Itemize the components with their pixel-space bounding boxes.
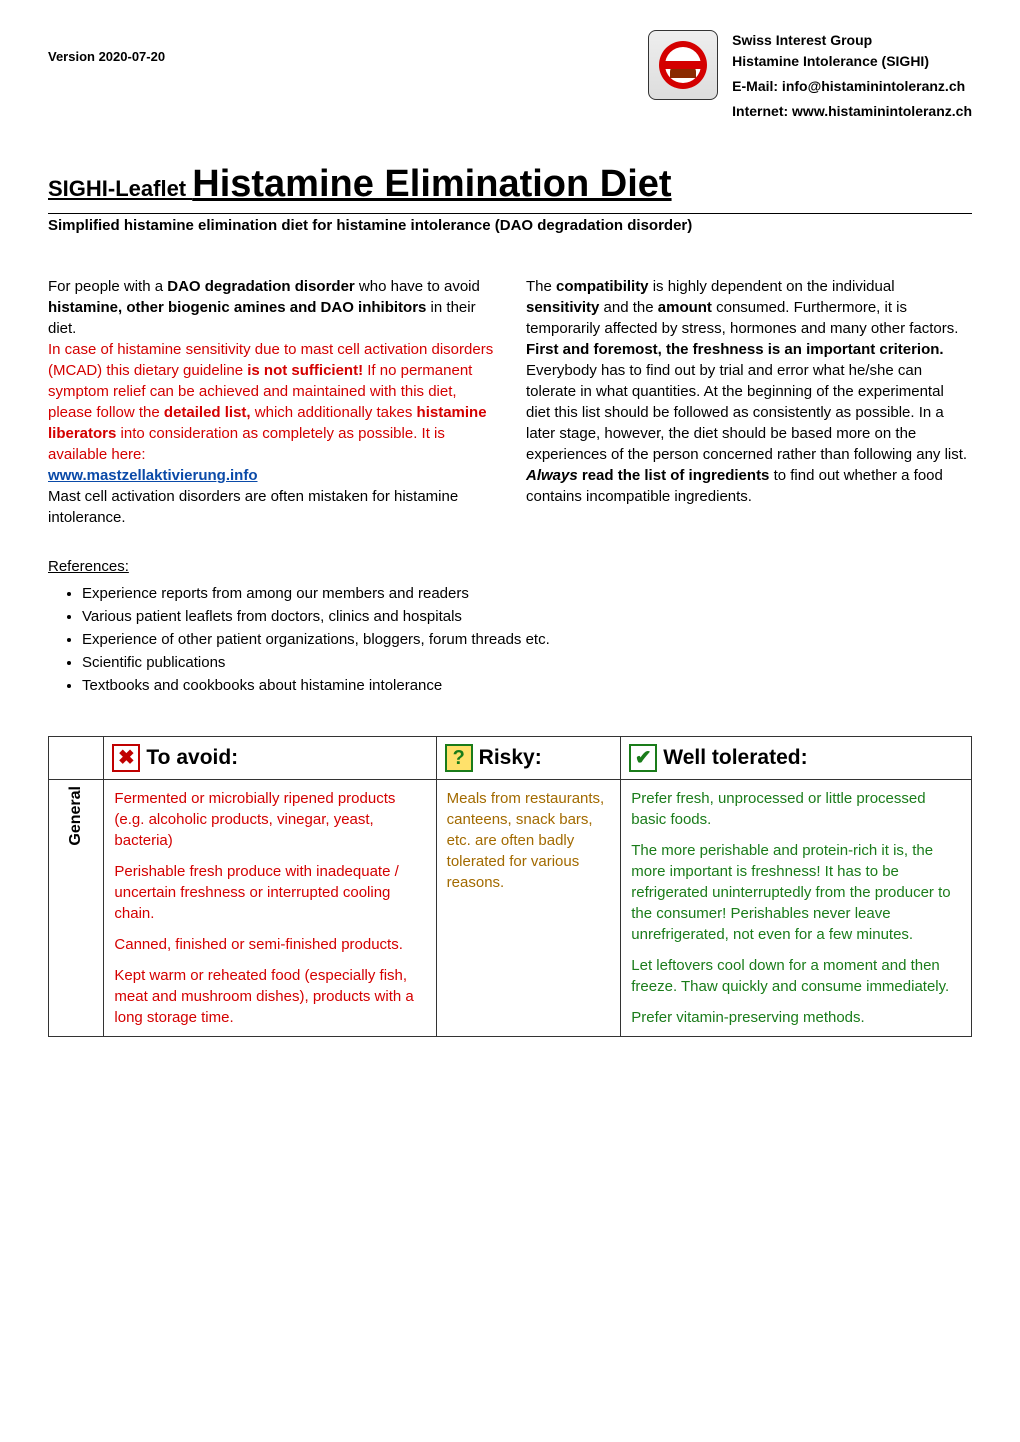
sighi-logo xyxy=(648,30,718,100)
header-risky: ? Risky: xyxy=(436,737,621,779)
subtitle: Simplified histamine elimination diet fo… xyxy=(48,213,972,236)
page-title: SIGHI-Leaflet Histamine Elimination Diet xyxy=(48,158,972,211)
avoid-p3: Canned, finished or semi-finished produc… xyxy=(114,934,425,955)
category-label: General xyxy=(65,786,87,846)
well-cell: Prefer fresh, unprocessed or little proc… xyxy=(621,779,972,1036)
intro-left-tail: Mast cell activation disorders are often… xyxy=(48,486,494,528)
org-subtitle: Histamine Intolerance (SIGHI) xyxy=(732,51,972,72)
title-prefix: SIGHI-Leaflet xyxy=(48,176,192,201)
header-well-label: Well tolerated: xyxy=(663,743,807,772)
header-well: ✔ Well tolerated: xyxy=(621,737,972,779)
title-main: Histamine Elimination Diet xyxy=(192,163,671,205)
org-email: E-Mail: info@histaminintoleranz.ch xyxy=(732,76,972,97)
header-right: Swiss Interest Group Histamine Intoleran… xyxy=(648,30,972,122)
header-risky-label: Risky: xyxy=(479,743,542,772)
question-icon: ? xyxy=(445,744,473,772)
intro-left-p1: For people with a DAO degradation disord… xyxy=(48,276,494,339)
header-avoid-label: To avoid: xyxy=(146,743,238,772)
diet-table: ✖ To avoid: ? Risky: ✔ Well tolerated: G… xyxy=(48,736,972,1036)
version-label: Version 2020-07-20 xyxy=(48,30,165,66)
list-item: Experience reports from among our member… xyxy=(82,583,972,604)
category-cell: General xyxy=(49,779,104,1036)
header-row: Version 2020-07-20 Swiss Interest Group … xyxy=(48,30,972,122)
intro-right-p2: Always read the list of ingredients to f… xyxy=(526,465,972,507)
org-block: Swiss Interest Group Histamine Intoleran… xyxy=(732,30,972,122)
references-heading: References: xyxy=(48,556,972,577)
list-item: Various patient leaflets from doctors, c… xyxy=(82,606,972,627)
check-icon: ✔ xyxy=(629,744,657,772)
list-item: Textbooks and cookbooks about histamine … xyxy=(82,675,972,696)
table-header-row: ✖ To avoid: ? Risky: ✔ Well tolerated: xyxy=(49,737,972,779)
table-corner xyxy=(49,737,104,779)
well-p3: Let leftovers cool down for a moment and… xyxy=(631,955,961,997)
intro-left-link-line: www.mastzellaktivierung.info xyxy=(48,465,494,486)
header-avoid: ✖ To avoid: xyxy=(104,737,436,779)
intro-right-p1: The compatibility is highly dependent on… xyxy=(526,276,972,465)
intro-right: The compatibility is highly dependent on… xyxy=(526,276,972,528)
intro-left: For people with a DAO degradation disord… xyxy=(48,276,494,528)
no-histamine-icon xyxy=(656,38,710,92)
intro-columns: For people with a DAO degradation disord… xyxy=(48,276,972,528)
list-item: Scientific publications xyxy=(82,652,972,673)
intro-left-red: In case of histamine sensitivity due to … xyxy=(48,339,494,465)
avoid-p1: Fermented or microbially ripened product… xyxy=(114,788,425,851)
well-p4: Prefer vitamin-preserving methods. xyxy=(631,1007,961,1028)
risky-p1: Meals from restaurants, canteens, snack … xyxy=(447,788,611,893)
org-name: Swiss Interest Group xyxy=(732,30,972,51)
risky-cell: Meals from restaurants, canteens, snack … xyxy=(436,779,621,1036)
avoid-cell: Fermented or microbially ripened product… xyxy=(104,779,436,1036)
well-p1: Prefer fresh, unprocessed or little proc… xyxy=(631,788,961,830)
well-p2: The more perishable and protein-rich it … xyxy=(631,840,961,945)
list-item: Experience of other patient organization… xyxy=(82,629,972,650)
references-list: Experience reports from among our member… xyxy=(48,583,972,696)
x-icon: ✖ xyxy=(112,744,140,772)
org-internet: Internet: www.histaminintoleranz.ch xyxy=(732,101,972,122)
table-row: General Fermented or microbially ripened… xyxy=(49,779,972,1036)
avoid-p4: Kept warm or reheated food (especially f… xyxy=(114,965,425,1028)
mastzell-link[interactable]: www.mastzellaktivierung.info xyxy=(48,467,258,484)
avoid-p2: Perishable fresh produce with inadequate… xyxy=(114,861,425,924)
